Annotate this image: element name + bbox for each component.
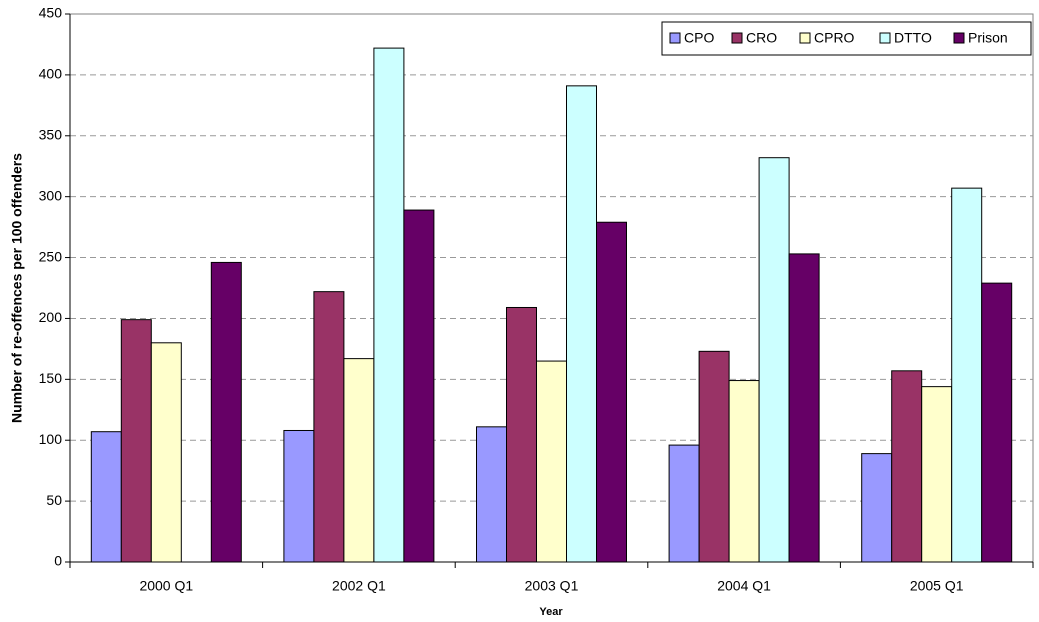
bar [951,187,983,563]
x-tick-label: 2000 Q1 [139,578,193,594]
bar [891,370,923,563]
bar [861,453,893,563]
y-tick-label: 400 [39,66,63,82]
x-axis-title: Year [539,606,563,618]
legend-label: CPRO [814,30,855,46]
bar [981,282,1013,563]
y-tick-label: 0 [54,553,62,569]
y-tick-label: 300 [39,187,63,203]
legend-swatch [799,32,811,44]
bar [210,261,242,563]
y-tick-label: 350 [39,126,63,142]
bar [921,386,953,563]
bar [90,431,122,563]
bar [476,426,507,563]
legend-swatch [731,32,743,44]
bar [536,360,567,563]
x-tick-label: 2004 Q1 [717,578,771,594]
y-tick-label: 200 [39,309,63,325]
bar [506,306,537,563]
x-tick-label: 2005 Q1 [910,578,964,594]
bar [313,291,345,563]
bar [566,85,597,563]
bar [596,221,627,563]
bar [788,253,820,563]
legend [661,21,1032,56]
bar [373,47,405,563]
legend-label: DTTO [894,30,932,46]
bar [150,342,182,563]
y-tick-label: 150 [39,370,63,386]
bar [728,380,760,563]
bar [758,157,790,563]
y-tick-label: 100 [39,431,63,447]
bar [120,319,152,563]
bar [698,350,730,563]
bar [283,429,315,563]
y-tick-label: 50 [46,492,62,508]
y-tick-label: 450 [39,5,63,21]
legend-swatch [953,32,965,44]
bar [403,209,435,563]
legend-swatch [879,32,891,44]
x-tick-label: 2002 Q1 [332,578,386,594]
legend-label: CPO [684,30,714,46]
y-axis-title: Number of re-offences per 100 offenders [9,153,25,423]
y-tick-label: 250 [39,248,63,264]
legend-label: Prison [968,30,1008,46]
legend-swatch [669,32,681,44]
bar [668,444,700,563]
legend-label: CRO [746,30,777,46]
x-tick-label: 2003 Q1 [525,578,579,594]
bar [343,358,375,563]
